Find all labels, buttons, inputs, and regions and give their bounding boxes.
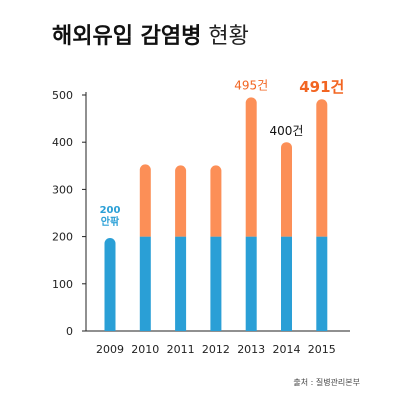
y-tick-label: 300 (52, 183, 73, 196)
x-tick-label: 2010 (131, 343, 159, 356)
bar-2014-segment-2 (281, 142, 292, 237)
y-tick-label: 400 (52, 136, 73, 149)
y-tick-label: 100 (52, 278, 73, 291)
bar-2013-segment-2 (245, 97, 257, 237)
chart-title-bold: 해외유입 감염병 (52, 24, 202, 49)
x-tick-label: 2013 (237, 343, 265, 356)
y-tick-label: 0 (66, 325, 73, 338)
x-tick-label: 2011 (167, 343, 195, 356)
source-note: 출처 : 질병관리본부 (293, 378, 360, 387)
bar-2014-segment-1 (281, 236, 292, 331)
data-label-2009: 200 (100, 205, 121, 216)
x-tick-label: 2015 (308, 343, 336, 356)
data-label-2013: 495건 (234, 78, 268, 92)
bar-2010-segment-1 (139, 236, 151, 331)
y-tick-label: 500 (52, 89, 73, 102)
bar-2015-segment-1 (316, 236, 328, 331)
bar-2015-segment-2 (316, 99, 328, 237)
data-label-2009: 안팎 (101, 215, 120, 228)
x-tick-label: 2012 (202, 343, 230, 356)
bar-2012-segment-2 (210, 165, 222, 237)
x-tick-label: 2014 (273, 343, 301, 356)
data-label-2014: 400건 (270, 124, 304, 138)
x-tick-label: 2009 (96, 343, 124, 356)
bar-2011-segment-1 (175, 236, 187, 331)
chart-title-light: 현황 (208, 24, 249, 49)
data-label-2015: 491건 (299, 78, 344, 96)
bar-2013-segment-1 (245, 236, 257, 331)
chart-title: 해외유입 감염병 현황 (52, 18, 249, 50)
bar-2010-segment-2 (139, 164, 151, 237)
bar-2011-segment-2 (175, 165, 187, 237)
bar-2009-segment-1 (104, 238, 116, 331)
y-tick-label: 200 (52, 231, 73, 244)
bar-2012-segment-1 (210, 236, 222, 331)
